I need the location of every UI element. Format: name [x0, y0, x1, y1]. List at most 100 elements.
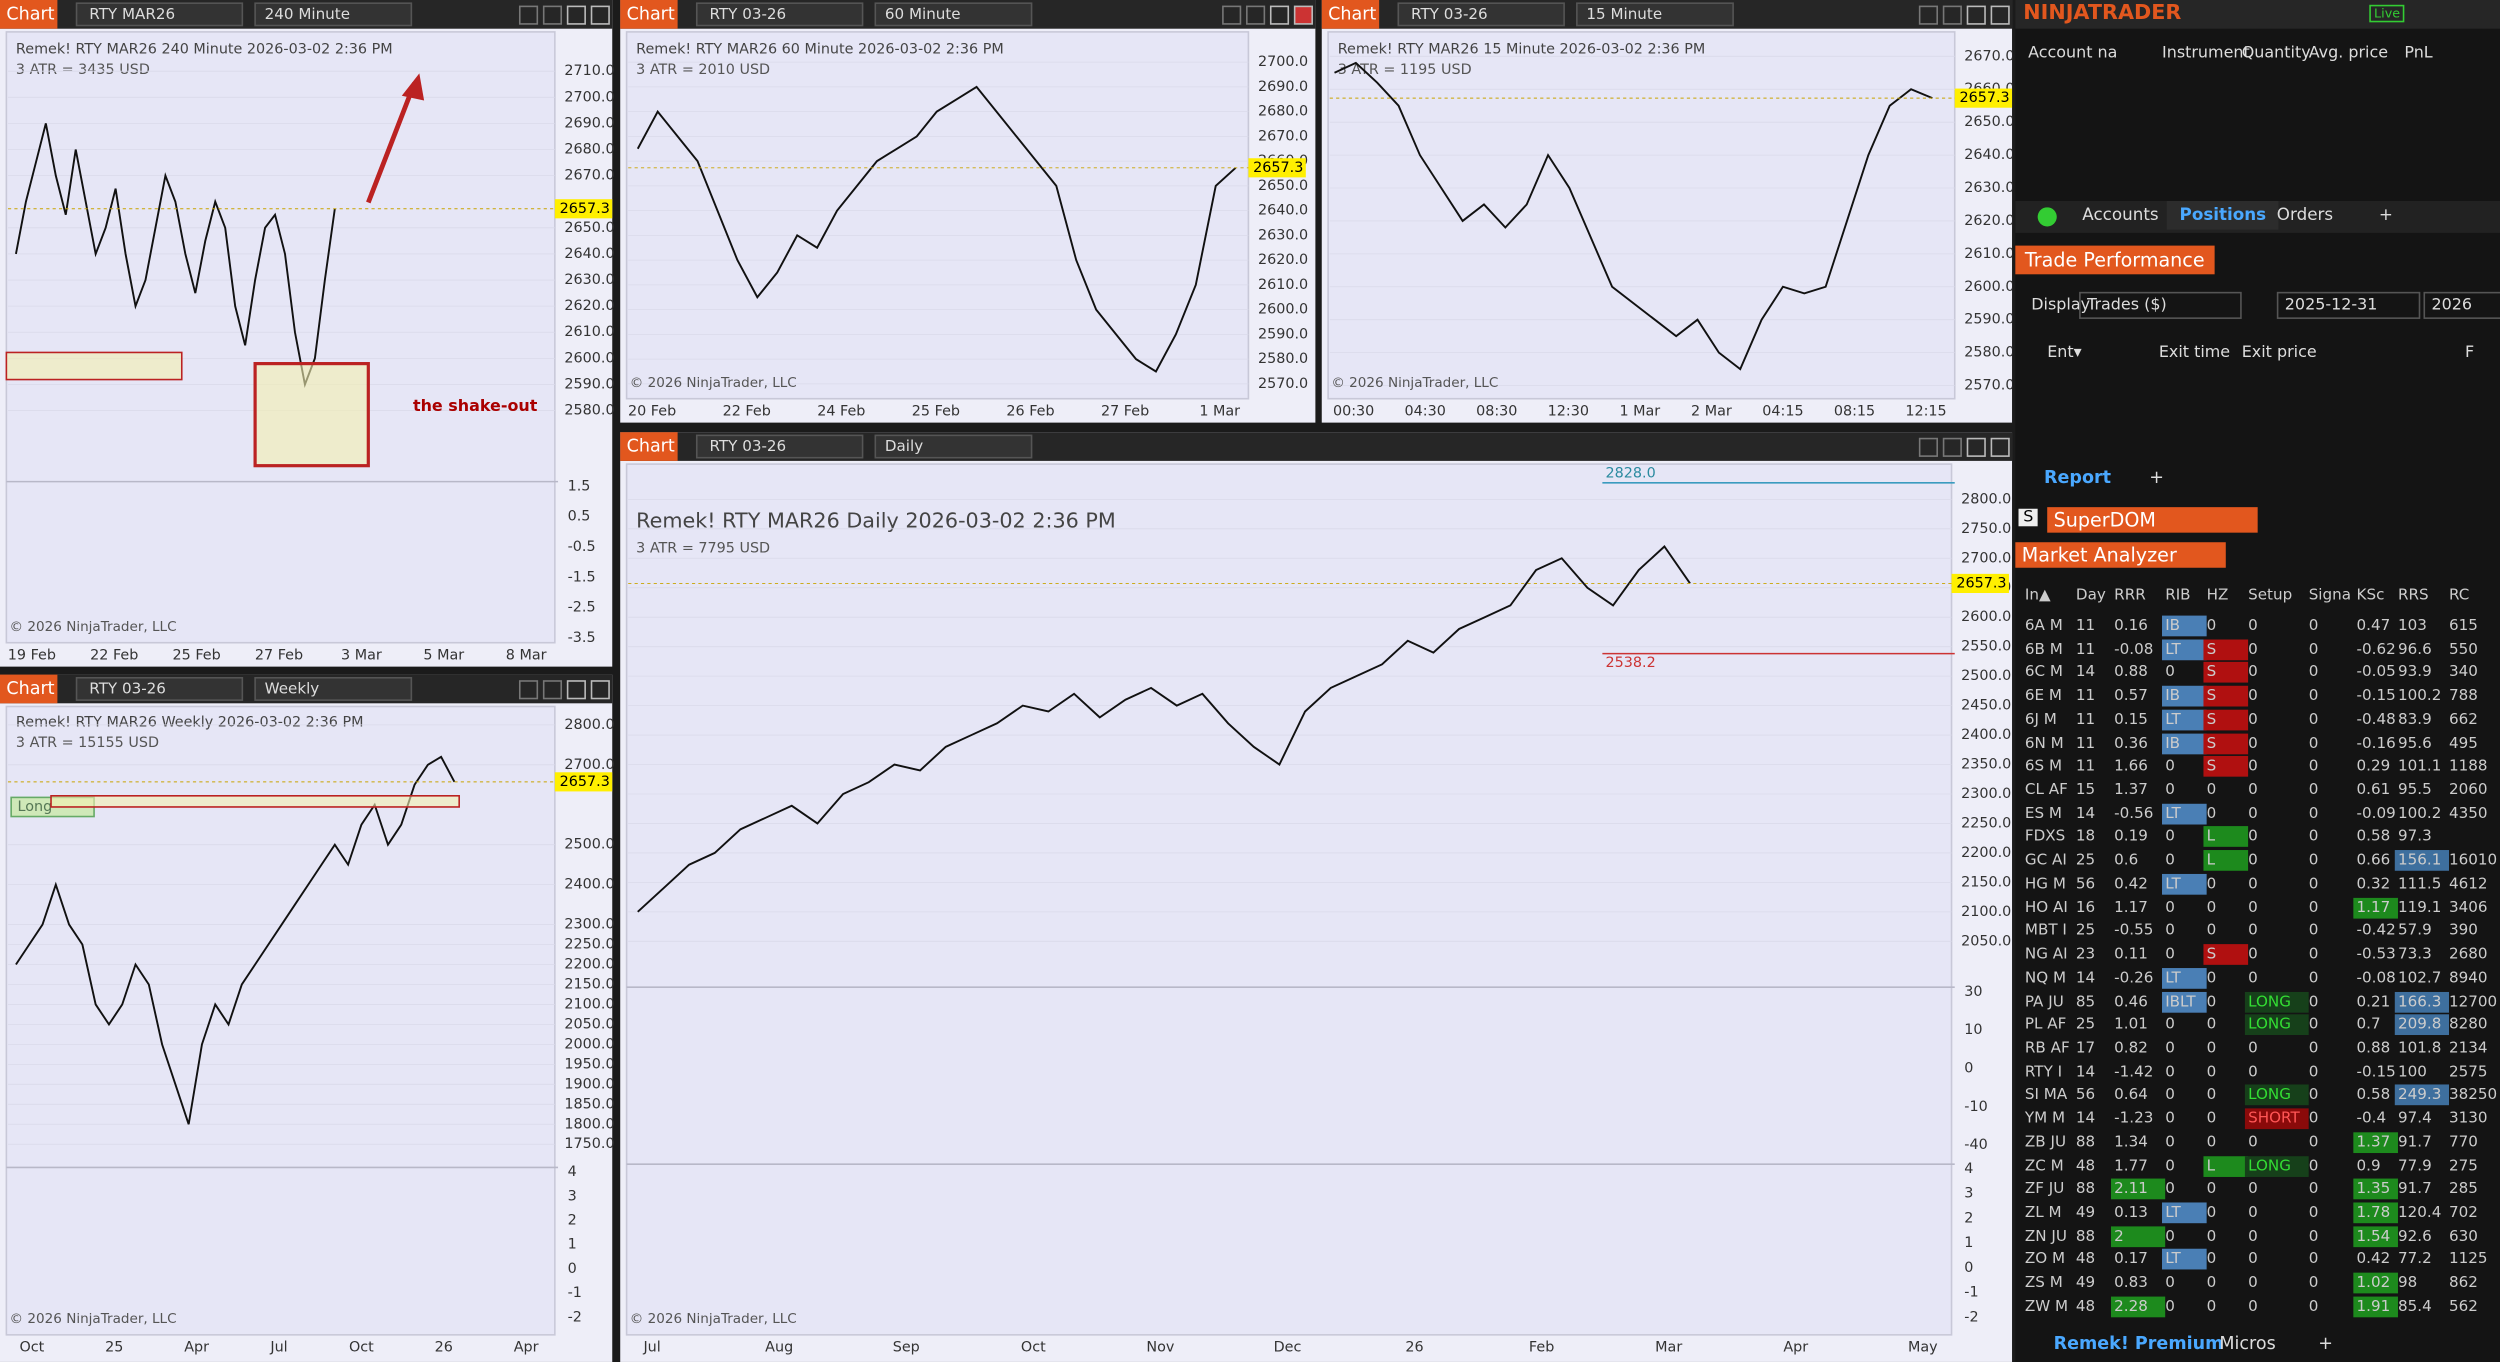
close-button[interactable]: [590, 680, 610, 700]
cell: 0: [2248, 1063, 2258, 1081]
y-tick-label: 1950.0: [564, 1056, 614, 1072]
symbol-text[interactable]: RTY 03-26: [89, 679, 166, 697]
chart-tab-label[interactable]: Chart: [1328, 4, 1376, 24]
window-button[interactable]: [518, 680, 539, 700]
tab[interactable]: Orders: [2276, 205, 2334, 225]
interval-text[interactable]: 15 Minute: [1586, 5, 1662, 23]
window-button[interactable]: [1918, 5, 1938, 25]
symbol-dropdown[interactable]: [1397, 2, 1565, 27]
symbol-dropdown[interactable]: [75, 676, 244, 701]
column-header[interactable]: In▲: [2024, 586, 2051, 605]
column-header[interactable]: RRR: [2114, 586, 2146, 605]
atr-text: 3 ATR = 7795 USD: [636, 541, 770, 557]
window-button[interactable]: [518, 5, 539, 25]
y-tick-label: 2630.0: [564, 272, 614, 288]
column-header[interactable]: RIB: [2165, 586, 2191, 605]
copyright: © 2026 NinjaTrader, LLC: [10, 619, 177, 635]
tab[interactable]: Micros: [2219, 1333, 2276, 1354]
cell: 56: [2075, 1086, 2096, 1105]
cell: 14: [2075, 1063, 2096, 1081]
tab[interactable]: +: [2318, 1333, 2333, 1354]
window-button[interactable]: [1222, 5, 1242, 25]
tab[interactable]: +: [2378, 205, 2393, 225]
tab[interactable]: Accounts: [2082, 205, 2159, 225]
x-tick-label: Oct: [349, 1340, 374, 1356]
window-button[interactable]: [1918, 437, 1938, 457]
cell: 98: [2397, 1274, 2418, 1293]
label: Display: [2031, 296, 2091, 315]
cell: 0: [2165, 851, 2175, 870]
symbol-dropdown[interactable]: [75, 2, 244, 27]
interval-text[interactable]: 60 Minute: [885, 5, 961, 23]
chart-tab-label[interactable]: Chart: [6, 679, 54, 699]
interval-dropdown[interactable]: [254, 2, 413, 27]
osc-tick-label: -10: [1964, 1099, 1987, 1115]
interval-dropdown[interactable]: [1576, 2, 1734, 27]
symbol-dropdown[interactable]: [695, 434, 864, 459]
x-tick-label: 26: [435, 1340, 453, 1356]
symbol-dropdown[interactable]: [695, 2, 864, 27]
y-tick-label: 2620.0: [1258, 252, 1308, 268]
window-button[interactable]: [566, 680, 586, 700]
tab[interactable]: Report: [2044, 467, 2112, 489]
column-header[interactable]: RRS: [2397, 586, 2429, 605]
close-button[interactable]: [590, 5, 610, 25]
symbol-text[interactable]: RTY 03-26: [710, 437, 787, 455]
cell: S: [2203, 732, 2249, 754]
interval-dropdown[interactable]: [874, 434, 1033, 459]
chart-tab: [1321, 0, 1380, 29]
tab[interactable]: Remek! Premium: [2053, 1333, 2224, 1354]
column-header[interactable]: RC: [2448, 586, 2470, 605]
symbol-text[interactable]: RTY MAR26: [89, 5, 175, 23]
window-button[interactable]: [542, 5, 563, 25]
symbol-text[interactable]: RTY 03-26: [1411, 5, 1488, 23]
close-button[interactable]: [1990, 5, 2010, 25]
cell: 95.5: [2397, 781, 2432, 800]
window-button[interactable]: [542, 680, 563, 700]
chart-tab-label[interactable]: Chart: [627, 4, 675, 24]
date-picker[interactable]: 2026: [2423, 291, 2500, 319]
cell: 0.29: [2356, 758, 2391, 776]
status-dot: [2037, 207, 2057, 227]
cell: ZW M: [2024, 1297, 2069, 1316]
chart-tab-label[interactable]: Chart: [627, 437, 675, 457]
window-button[interactable]: [1966, 5, 1986, 25]
cell: 0: [2308, 1157, 2319, 1175]
cell: 49: [2075, 1274, 2096, 1293]
chart-tab-label[interactable]: Chart: [6, 4, 54, 24]
y-tick-label: 2250.0: [564, 937, 614, 953]
window-button[interactable]: [1246, 5, 1266, 25]
date-picker[interactable]: 2025-12-31: [2276, 291, 2421, 319]
window-button[interactable]: [566, 5, 586, 25]
window-button[interactable]: [1966, 437, 1986, 457]
x-tick-label: 22 Feb: [723, 403, 771, 419]
symbol-text[interactable]: RTY 03-26: [710, 5, 787, 23]
window-button[interactable]: [1942, 437, 1962, 457]
column-header[interactable]: Setup: [2248, 586, 2293, 605]
interval-text[interactable]: Daily: [885, 437, 923, 455]
interval-dropdown[interactable]: [874, 2, 1033, 27]
window-button[interactable]: [1269, 5, 1290, 25]
cell: 0: [2165, 1157, 2175, 1175]
cell: LT: [2162, 709, 2207, 731]
window-button[interactable]: [1942, 5, 1962, 25]
interval-text[interactable]: Weekly: [265, 679, 320, 697]
cell: 0: [2308, 851, 2319, 870]
cell: S: [2203, 944, 2249, 965]
close-button[interactable]: [1990, 437, 2010, 457]
column-header[interactable]: Day: [2075, 586, 2106, 605]
column-header[interactable]: KSc: [2356, 586, 2385, 605]
tab[interactable]: Positions: [2166, 200, 2279, 230]
dropdown[interactable]: Trades ($): [2079, 291, 2242, 319]
x-tick-label: Apr: [514, 1340, 539, 1356]
cell: -0.08: [2114, 640, 2154, 659]
interval-text[interactable]: 240 Minute: [265, 5, 350, 23]
close-button[interactable]: [1293, 5, 1313, 25]
tab[interactable]: +: [2149, 467, 2164, 489]
cell: 0: [2248, 875, 2258, 893]
column-header[interactable]: HZ: [2206, 586, 2229, 605]
interval-dropdown[interactable]: [254, 676, 413, 701]
column-header[interactable]: Signa: [2308, 586, 2352, 605]
y-tick-label: 2700.0: [1961, 550, 2011, 566]
